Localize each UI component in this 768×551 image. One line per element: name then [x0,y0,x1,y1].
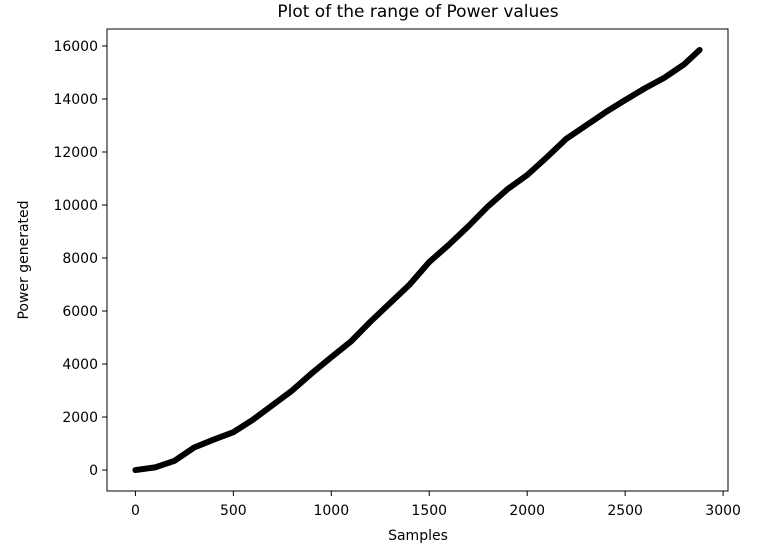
x-tick-label: 0 [131,503,140,519]
data-line [132,46,703,474]
y-tick-label: 2000 [62,410,98,426]
x-tick-label: 1500 [411,503,447,519]
y-tick-label: 0 [89,463,98,479]
y-tick-label: 12000 [53,145,98,161]
y-tick-label: 16000 [53,39,98,55]
y-axis-label: Power generated [16,200,32,319]
x-axis-label: Samples [388,528,448,544]
x-tick-label: 2500 [607,503,643,519]
y-tick-label: 4000 [62,357,98,373]
x-tick-label: 3000 [705,503,741,519]
plot-area [106,28,729,492]
y-tick-label: 14000 [53,92,98,108]
x-tick-label: 1000 [313,503,349,519]
y-tick-label: 6000 [62,304,98,320]
x-tick-label: 2000 [509,503,545,519]
chart-title: Plot of the range of Power values [277,2,558,22]
y-tick-label: 8000 [62,251,98,267]
x-tick-label: 500 [220,503,247,519]
y-tick-label: 10000 [53,198,98,214]
